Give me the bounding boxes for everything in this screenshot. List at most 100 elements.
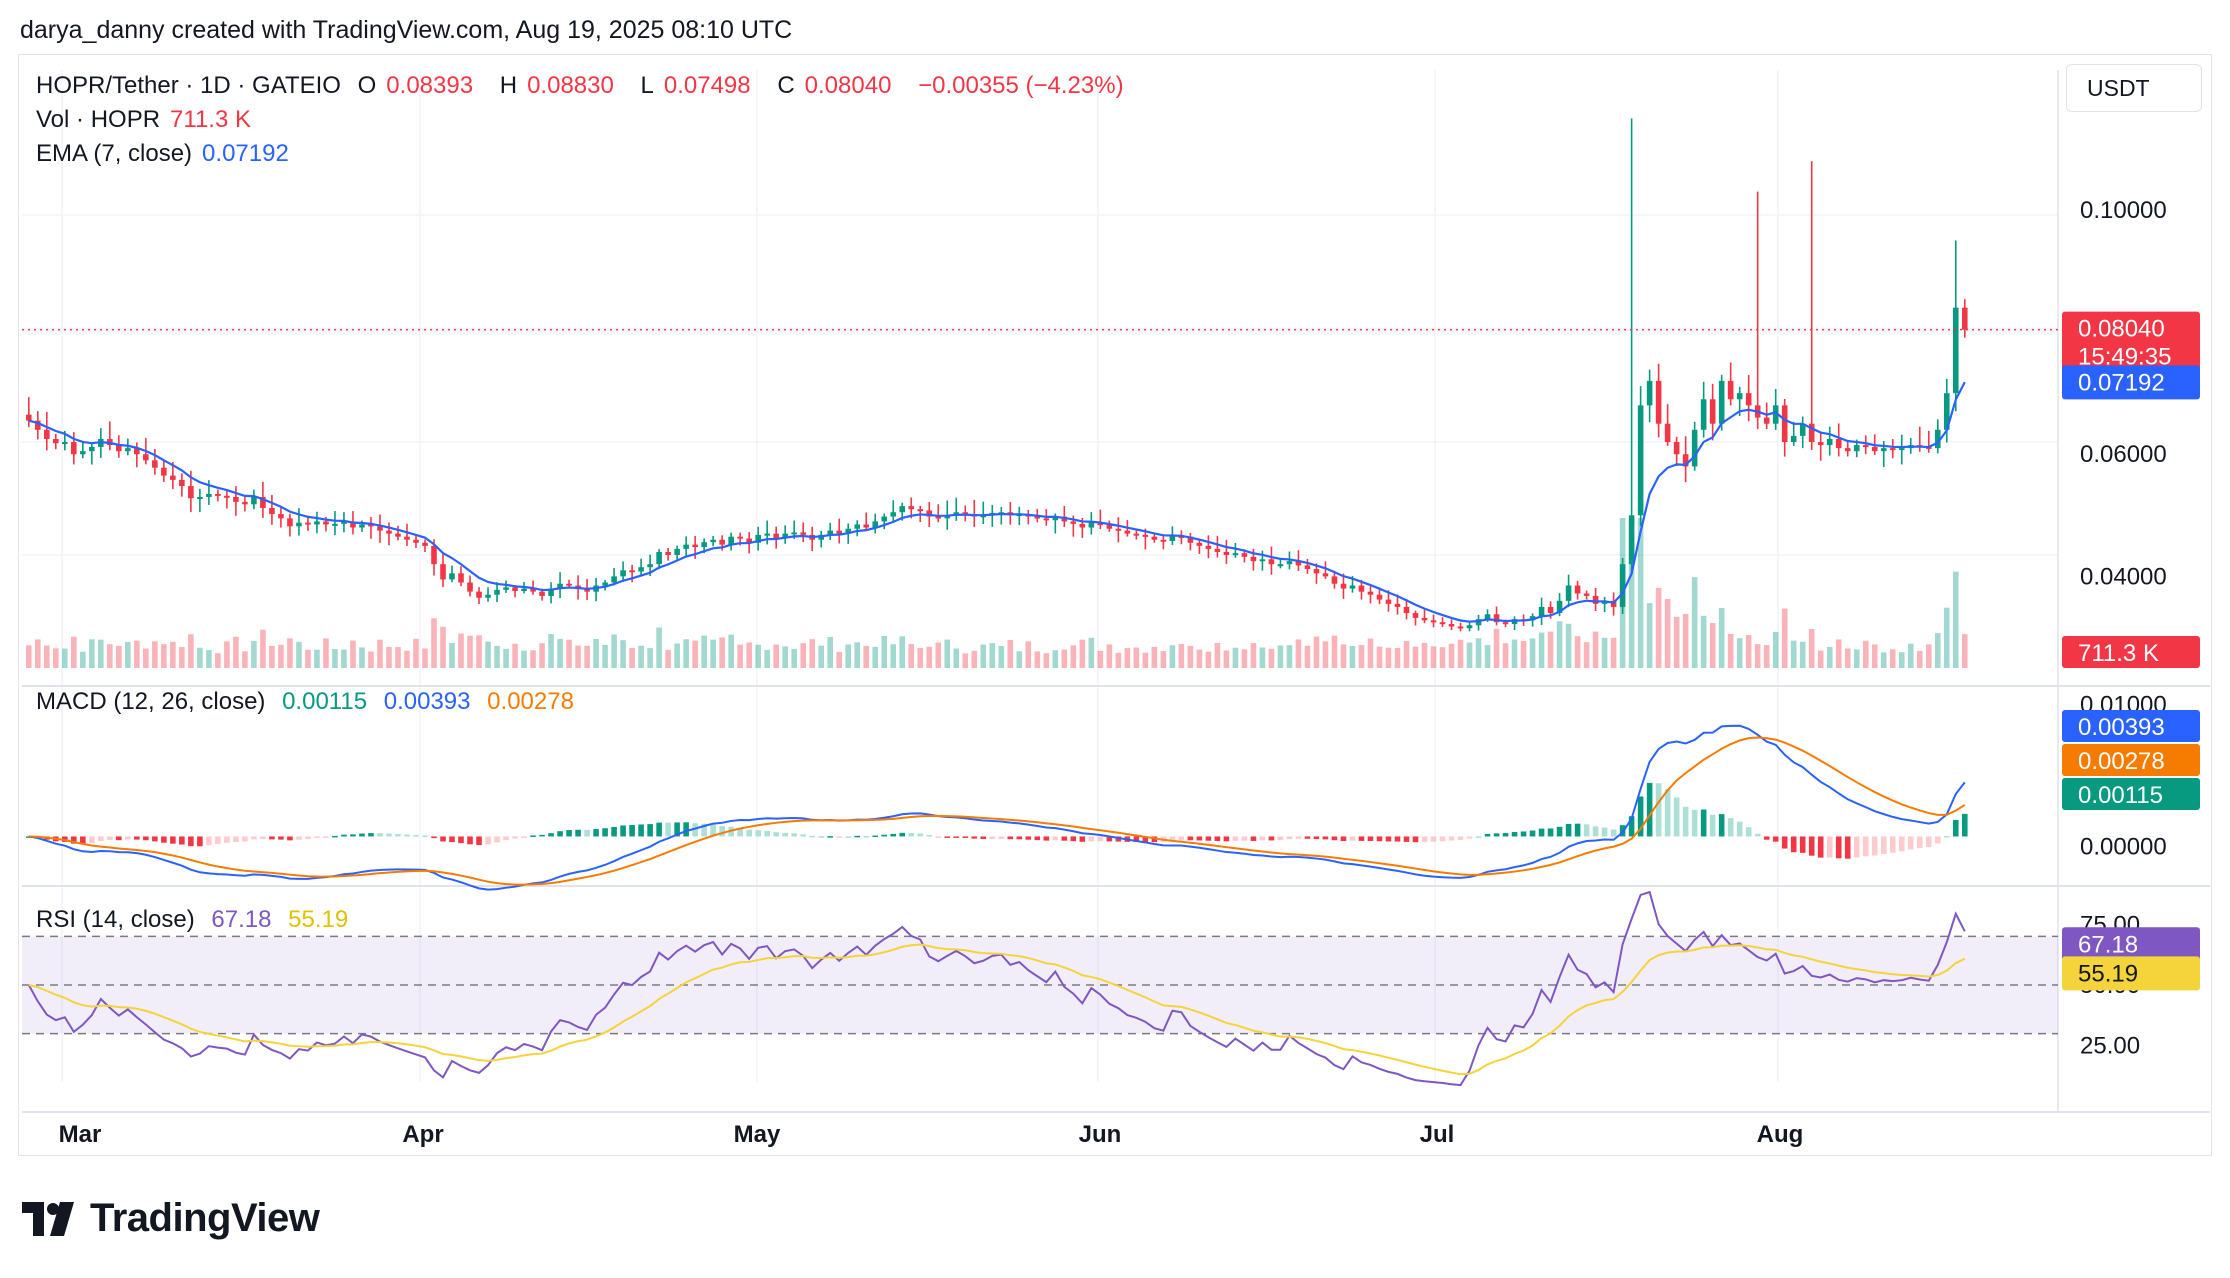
candle <box>215 493 221 496</box>
rsi-value: 67.18 <box>211 906 272 933</box>
volume-bar <box>1241 649 1248 668</box>
candle <box>899 506 906 513</box>
volume-bar <box>692 640 698 668</box>
macd-histogram-bar <box>134 836 140 840</box>
macd-histogram-bar <box>431 836 437 839</box>
candle <box>1736 393 1743 400</box>
candle <box>1241 553 1248 557</box>
volume-bar <box>1799 641 1806 668</box>
macd-histogram-bar <box>1043 836 1050 841</box>
candle <box>332 523 338 526</box>
macd-histogram-bar <box>1754 833 1761 837</box>
volume-bar <box>1322 641 1329 668</box>
candle <box>1565 585 1572 601</box>
candle <box>1628 515 1635 565</box>
volume-bar <box>314 649 320 668</box>
macd-histogram-bar <box>836 836 842 838</box>
volume-bar <box>269 645 275 668</box>
volume-bar <box>1079 639 1086 668</box>
candle <box>1268 559 1275 565</box>
macd-hist-tag-text: 0.00115 <box>2078 782 2163 809</box>
volume-legend[interactable]: Vol · HOPR 711.3 K <box>36 106 261 134</box>
volume-bar <box>53 648 59 668</box>
candle <box>80 451 86 455</box>
volume-bar <box>836 651 842 668</box>
macd-histogram-bar <box>1664 789 1671 837</box>
candle <box>341 521 347 524</box>
rsi-legend[interactable]: RSI (14, close) 67.18 55.19 <box>36 906 358 934</box>
volume-bar <box>512 643 518 668</box>
volume-bar <box>1394 648 1401 668</box>
macd-histogram-bar <box>1871 836 1878 856</box>
macd-histogram-bar <box>1700 809 1707 837</box>
volume-bar <box>1052 650 1059 668</box>
volume-bar <box>1817 650 1824 668</box>
macd-histogram-bar <box>1079 836 1086 842</box>
macd-histogram-bar <box>71 836 77 844</box>
volume-bar <box>26 645 32 668</box>
currency-unit-button[interactable]: USDT <box>2066 64 2202 112</box>
macd-histogram-bar <box>1736 821 1743 837</box>
candle <box>1718 380 1725 424</box>
ema-legend[interactable]: EMA (7, close) 0.07192 <box>36 140 299 168</box>
volume-bar <box>944 639 951 668</box>
macd-histogram-bar <box>1025 836 1032 840</box>
macd-legend[interactable]: MACD (12, 26, close) 0.00115 0.00393 0.0… <box>36 688 584 716</box>
volume-bar <box>719 637 725 668</box>
volume-bar <box>728 634 734 668</box>
candle <box>1349 585 1356 589</box>
macd-histogram-bar <box>305 836 311 840</box>
volume-bar <box>116 645 122 668</box>
volume-bar <box>305 649 311 668</box>
macd-histogram-bar <box>1808 836 1815 856</box>
candle <box>233 496 239 502</box>
chart-canvas[interactable]: 0.100000.060000.040000.0804015:49:350.07… <box>0 0 2230 1160</box>
macd-signal-line <box>28 736 1966 886</box>
macd-signal-tag-text: 0.00278 <box>2078 748 2165 775</box>
candle <box>1250 556 1257 562</box>
macd-histogram-bar <box>503 836 509 841</box>
macd-histogram-bar <box>1538 828 1545 837</box>
volume-bar <box>1907 643 1914 668</box>
volume-bar <box>1709 623 1716 668</box>
candle <box>188 485 194 499</box>
macd-histogram-bar <box>809 835 815 838</box>
macd-hist-tag <box>2062 778 2200 810</box>
volume-tag <box>2062 636 2200 668</box>
volume-bar <box>935 642 942 668</box>
candle <box>1772 405 1779 424</box>
volume-bar <box>377 639 383 668</box>
macd-histogram-bar <box>1214 836 1221 842</box>
symbol-label[interactable]: HOPR/Tether · 1D · GATEIO <box>36 72 341 99</box>
macd-histogram-bar <box>953 836 960 838</box>
ema-label: EMA (7, close) <box>36 140 193 167</box>
candle <box>1403 606 1410 614</box>
volume-bar <box>1268 648 1275 668</box>
macd-histogram-bar <box>80 836 86 844</box>
macd-histogram-bar <box>1241 836 1248 841</box>
macd-histogram-bar <box>611 826 617 837</box>
volume-bar <box>971 650 978 668</box>
volume-bar <box>521 650 527 668</box>
macd-histogram-bar <box>584 829 590 837</box>
volume-bar <box>440 626 446 668</box>
macd-histogram-bar <box>314 836 320 838</box>
volume-bar <box>872 646 879 668</box>
volume-bar <box>170 641 176 668</box>
volume-bar <box>1070 645 1077 668</box>
volume-bar <box>1475 638 1482 668</box>
candle <box>908 506 915 510</box>
volume-bar <box>1628 518 1635 668</box>
macd-histogram-bar <box>791 833 797 837</box>
candle <box>125 448 131 452</box>
rsi-tag <box>2062 927 2200 962</box>
macd-histogram-bar <box>773 832 779 837</box>
candle <box>1412 613 1419 618</box>
volume-bar <box>1349 645 1356 668</box>
volume-bar <box>710 639 716 668</box>
macd-histogram-bar <box>827 836 833 838</box>
macd-histogram-bar <box>1916 836 1923 849</box>
macd-histogram-bar <box>1601 827 1608 837</box>
macd-histogram-bar <box>1925 836 1932 848</box>
candle <box>1592 595 1599 604</box>
